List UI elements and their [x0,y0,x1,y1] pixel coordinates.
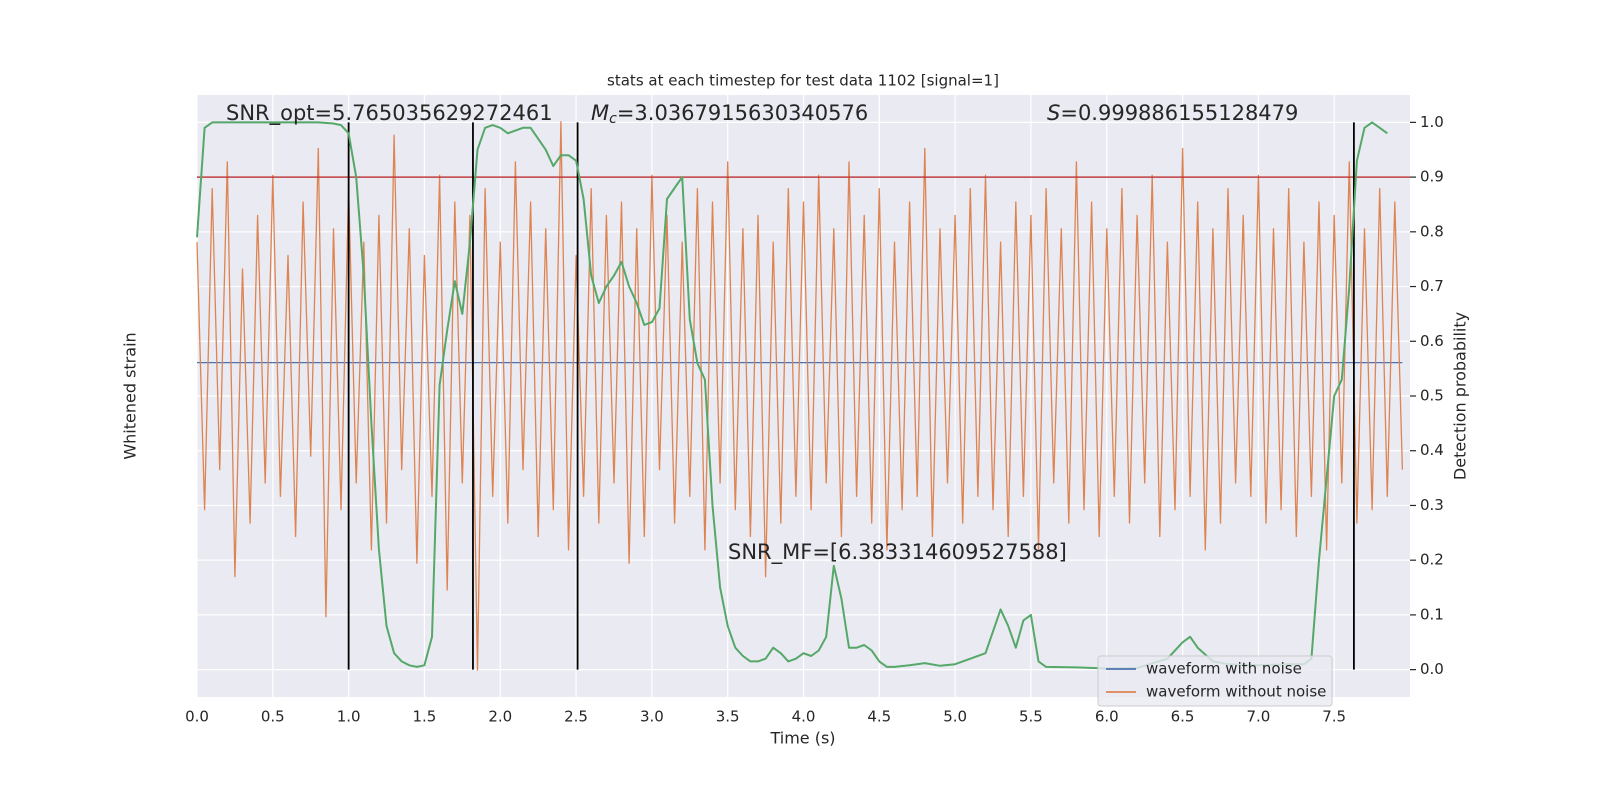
y2-tick-label: 0.2 [1420,551,1444,569]
x-tick-label: 1.0 [337,708,361,726]
x-tick-label: 0.0 [185,708,209,726]
x-tick-label: 1.5 [413,708,437,726]
x-tick-label: 4.5 [867,708,891,726]
labels: 0.0 0.5 1.0 1.5 2.0 2.5 3.0 3.5 4.0 4.5 5.0 5.5 6.0 6… [185,101,1444,726]
x-tick-label: 5.0 [943,708,967,726]
y2-tick-label: 0.1 [1420,605,1444,623]
y2-tick-label: 0.6 [1420,332,1444,350]
x-tick-label: 7.0 [1246,708,1270,726]
x-tick-label: 3.5 [716,708,740,726]
annotation: Mc=3.0367915630340576 [591,101,868,127]
annotation: SNR_opt=5.765035629272461 [226,101,553,126]
annotation-text: =3.0367915630340576 [617,101,868,125]
annotation-text: SNR_opt=5.765035629272461 [226,101,553,126]
x-tick-label: 0.5 [261,708,285,726]
y-axis-label: Whitened strain [121,332,140,459]
annotation-subscript: c [609,111,617,127]
y2-tick-label: 0.0 [1420,660,1444,678]
y2-tick-label: 0.5 [1420,387,1444,405]
x-tick-label: 7.5 [1322,708,1346,726]
waveform-line [196,121,1404,671]
x-axis-label: Time (s) [769,729,835,748]
x-tick-label: 2.0 [488,708,512,726]
legend-label: waveform with noise [1146,660,1302,678]
legend-label: waveform without noise [1146,683,1326,701]
x-tick-label: 3.0 [640,708,664,726]
legend-box [1097,655,1333,707]
y2-tick-label: 0.3 [1420,496,1444,514]
x-tick-label: 6.5 [1171,708,1195,726]
x-tick-label: 4.0 [792,708,816,726]
annotation: SNR_MF=[6.383314609527588] [728,540,1067,565]
chart-title: stats at each timestep for test data 110… [607,72,999,90]
annotation-symbol: M [591,101,609,125]
y2-tick-label: 0.9 [1420,168,1444,186]
annotation: S=0.999886155128479 [1047,101,1298,125]
y2-axis-label: Detection probability [1451,312,1470,480]
x-tick-label: 6.0 [1095,708,1119,726]
y2-tick-label: 0.4 [1420,441,1444,459]
x-tick-label: 2.5 [564,708,588,726]
annotation-text: =0.999886155128479 [1060,101,1298,125]
annotation-text: SNR_MF=[6.383314609527588] [728,540,1067,565]
annotation-symbol: S [1047,101,1060,125]
x-tick-label: 5.5 [1019,708,1043,726]
y2-tick-label: 1.0 [1420,113,1444,131]
y2-tick-label: 0.8 [1420,222,1444,240]
y2-tick-label: 0.7 [1420,277,1444,295]
